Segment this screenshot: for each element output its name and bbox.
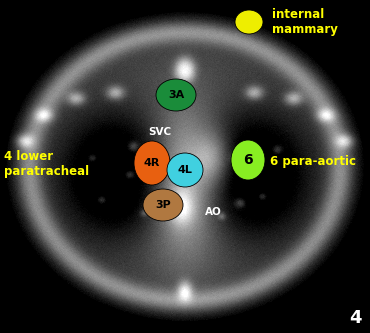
Text: AO: AO	[205, 207, 221, 217]
Ellipse shape	[156, 79, 196, 111]
Ellipse shape	[235, 10, 263, 34]
Text: 4L: 4L	[178, 165, 192, 175]
Text: 3A: 3A	[168, 90, 184, 100]
Text: 4 lower
paratracheal: 4 lower paratracheal	[4, 150, 89, 178]
Ellipse shape	[134, 141, 170, 185]
Text: 6 para-aortic: 6 para-aortic	[270, 156, 356, 168]
Ellipse shape	[143, 189, 183, 221]
Ellipse shape	[231, 140, 265, 180]
Text: 3P: 3P	[155, 200, 171, 210]
Text: 4R: 4R	[144, 158, 160, 168]
Text: SVC: SVC	[148, 127, 172, 137]
Text: 6: 6	[243, 153, 253, 167]
Ellipse shape	[167, 153, 203, 187]
Text: internal
mammary: internal mammary	[272, 8, 338, 36]
Text: 4: 4	[349, 309, 361, 327]
